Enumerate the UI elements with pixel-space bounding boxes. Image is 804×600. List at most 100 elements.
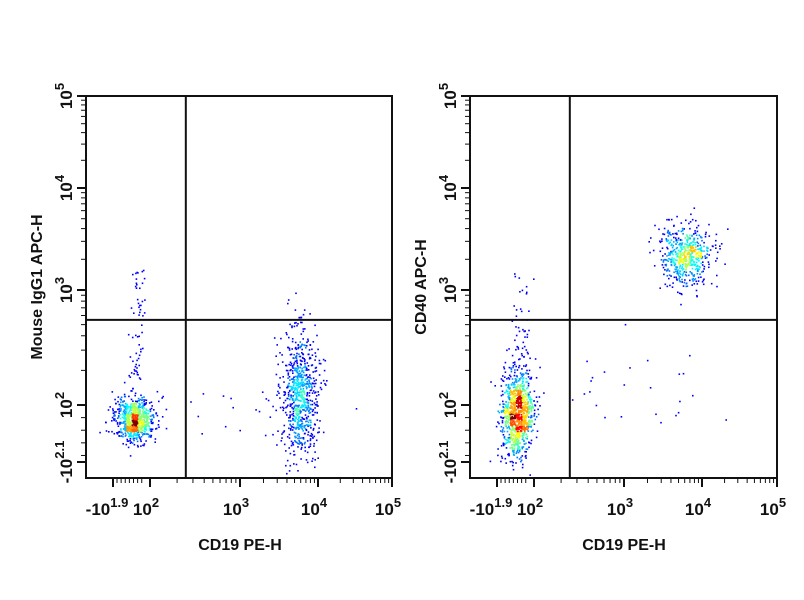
event-dot xyxy=(681,227,684,230)
event-dot xyxy=(311,386,313,388)
event-dot xyxy=(513,450,515,452)
event-dot xyxy=(512,391,514,393)
event-dot xyxy=(513,381,516,383)
event-dot xyxy=(523,412,526,415)
event-dot xyxy=(139,411,141,414)
event-dot xyxy=(724,263,726,265)
event-dot xyxy=(674,268,676,271)
event-dot xyxy=(136,440,139,443)
event-dot xyxy=(665,240,668,242)
event-dot xyxy=(525,457,527,459)
event-dot xyxy=(312,427,315,430)
event-dot xyxy=(129,455,132,457)
event-dot xyxy=(130,412,133,414)
event-dot xyxy=(297,437,299,440)
event-dot xyxy=(132,418,134,421)
event-dot xyxy=(288,336,290,339)
event-dot xyxy=(684,273,687,276)
event-dot xyxy=(538,396,541,398)
event-dot xyxy=(516,345,518,348)
event-dot xyxy=(510,411,513,413)
event-dot xyxy=(118,408,120,410)
event-dot xyxy=(291,340,294,343)
event-dot xyxy=(311,414,314,416)
event-dot xyxy=(303,366,305,369)
event-dot xyxy=(725,419,727,421)
event-dot xyxy=(678,278,680,280)
event-dot xyxy=(507,403,509,406)
event-dot xyxy=(719,248,721,250)
event-dot xyxy=(517,401,520,403)
event-dot xyxy=(675,276,677,279)
event-dot xyxy=(288,437,291,439)
event-dot xyxy=(681,269,684,271)
event-dot xyxy=(136,444,139,447)
event-dot xyxy=(521,438,524,441)
event-dot xyxy=(290,368,292,371)
event-dot xyxy=(686,239,688,242)
event-dot xyxy=(293,367,296,370)
event-dot xyxy=(678,257,681,259)
event-dot xyxy=(502,410,505,413)
x-tick-label: 102 xyxy=(517,495,543,519)
event-dot xyxy=(134,416,137,419)
event-dot xyxy=(312,377,315,380)
event-dot xyxy=(681,248,684,250)
event-dot xyxy=(303,393,306,395)
event-dot xyxy=(515,433,518,435)
event-dot xyxy=(129,427,132,430)
x-axis-title: CD19 PE-H xyxy=(198,537,282,554)
event-dot xyxy=(300,333,303,335)
event-dot xyxy=(649,251,651,254)
event-dot xyxy=(532,429,534,432)
event-dot xyxy=(304,410,307,412)
event-dot xyxy=(511,447,514,450)
event-dot xyxy=(697,257,700,260)
event-dot xyxy=(298,404,300,407)
event-dot xyxy=(700,276,702,278)
event-dot xyxy=(299,376,302,378)
event-dot xyxy=(529,421,532,423)
event-dot xyxy=(299,341,302,343)
event-dot xyxy=(505,415,507,418)
event-dot xyxy=(508,415,510,417)
event-dot xyxy=(529,396,531,398)
event-dot xyxy=(501,457,504,459)
event-dot xyxy=(138,364,140,367)
event-dot xyxy=(511,418,513,420)
event-dot xyxy=(675,232,678,235)
event-dot xyxy=(125,443,128,446)
event-dot xyxy=(132,421,135,424)
event-dot xyxy=(686,249,688,252)
event-dot xyxy=(663,227,666,230)
event-dot xyxy=(687,263,690,266)
event-dot xyxy=(318,374,321,376)
event-dot xyxy=(309,439,312,442)
event-dot xyxy=(687,244,690,247)
event-dot xyxy=(355,408,358,410)
event-dot xyxy=(287,404,289,407)
event-dot xyxy=(129,430,132,432)
event-dot xyxy=(296,371,299,374)
event-dot xyxy=(502,403,504,405)
event-dot xyxy=(140,350,142,353)
event-dot xyxy=(307,340,309,342)
event-dot xyxy=(529,357,531,360)
event-dot xyxy=(696,241,698,243)
event-dot xyxy=(303,398,306,401)
event-dot xyxy=(677,252,680,255)
event-dot xyxy=(295,346,297,349)
event-dot xyxy=(302,357,304,359)
event-dot xyxy=(294,441,297,443)
event-dot xyxy=(302,404,305,407)
event-dot xyxy=(134,370,136,372)
event-dot xyxy=(297,374,299,377)
event-dot xyxy=(530,416,533,418)
event-dot xyxy=(518,446,521,449)
event-dot xyxy=(313,445,315,447)
event-dot xyxy=(303,344,305,346)
y-tick-label: -102.1 xyxy=(52,441,76,484)
event-dot xyxy=(505,406,508,408)
event-dot xyxy=(497,448,499,450)
event-dot xyxy=(301,405,303,407)
